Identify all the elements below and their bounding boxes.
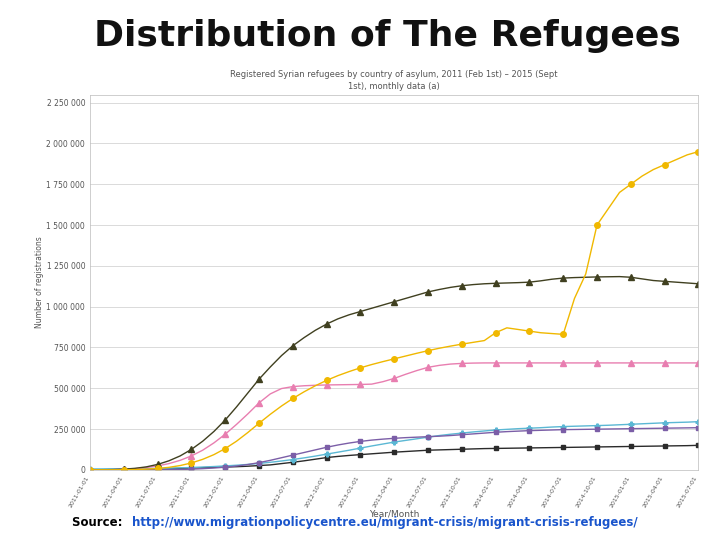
Egypt: [232, 463, 240, 470]
Egypt: [694, 442, 703, 449]
Iraq: [694, 424, 703, 431]
Jordan: [311, 382, 320, 388]
Iraq: [311, 447, 320, 453]
Jordan: [198, 447, 207, 454]
Iraq: [232, 463, 240, 469]
Lebanon: [86, 467, 94, 473]
Egypt: [86, 467, 94, 473]
Egypt: [626, 443, 635, 450]
Y-axis label: Number of registrations: Number of registrations: [35, 237, 44, 328]
Jordan: [683, 360, 691, 366]
Line: Turkey: Turkey: [87, 149, 701, 472]
Lebanon: [153, 461, 162, 468]
Turkey: [311, 382, 320, 389]
EU28, Norway and Switzerland: [198, 464, 207, 470]
Turkey: [153, 465, 162, 472]
Iraq: [683, 424, 691, 431]
Lebanon: [615, 273, 624, 280]
Line: EU28, Norway and Switzerland: EU28, Norway and Switzerland: [88, 419, 701, 471]
Egypt: [153, 465, 162, 472]
Jordan: [694, 360, 703, 366]
Lebanon: [694, 281, 703, 287]
EU28, Norway and Switzerland: [626, 421, 635, 428]
Text: Distribution of The Refugees: Distribution of The Refugees: [94, 19, 680, 53]
Lebanon: [638, 275, 647, 282]
Line: Lebanon: Lebanon: [87, 274, 701, 472]
Jordan: [153, 463, 162, 469]
Jordan: [86, 467, 94, 473]
Text: Source:: Source:: [72, 516, 127, 529]
Iraq: [153, 467, 162, 473]
EU28, Norway and Switzerland: [232, 462, 240, 469]
EU28, Norway and Switzerland: [311, 453, 320, 460]
Legend: Egypt, EU28, Norway and Switzerland, Iraq, Jordan, Lebanon, Turkey: Egypt, EU28, Norway and Switzerland, Ira…: [88, 537, 361, 540]
Line: Jordan: Jordan: [87, 360, 701, 472]
Jordan: [232, 421, 240, 428]
Lebanon: [232, 404, 240, 410]
Line: Iraq: Iraq: [88, 426, 701, 472]
Title: Registered Syrian refugees by country of asylum, 2011 (Feb 1st) – 2015 (Sept
1st: Registered Syrian refugees by country of…: [230, 70, 558, 91]
Text: http://www.migrationpolicycentre.eu/migrant-crisis/migrant-crisis-refugees/: http://www.migrationpolicycentre.eu/migr…: [132, 516, 637, 529]
Turkey: [86, 467, 94, 473]
Iraq: [626, 426, 635, 432]
Turkey: [683, 152, 691, 158]
Egypt: [683, 442, 691, 449]
EU28, Norway and Switzerland: [86, 465, 94, 472]
EU28, Norway and Switzerland: [153, 465, 162, 471]
Turkey: [626, 181, 635, 187]
Line: Egypt: Egypt: [88, 443, 701, 472]
EU28, Norway and Switzerland: [694, 418, 703, 425]
Jordan: [638, 360, 647, 366]
Iraq: [86, 467, 94, 473]
Turkey: [232, 438, 240, 444]
Egypt: [198, 464, 207, 471]
Lebanon: [683, 280, 691, 286]
Egypt: [311, 456, 320, 462]
Lebanon: [311, 327, 320, 334]
EU28, Norway and Switzerland: [683, 419, 691, 426]
X-axis label: Year/Month: Year/Month: [369, 510, 419, 518]
Iraq: [198, 465, 207, 472]
Turkey: [198, 456, 207, 463]
Lebanon: [198, 438, 207, 444]
Jordan: [480, 360, 489, 366]
Turkey: [694, 148, 703, 155]
